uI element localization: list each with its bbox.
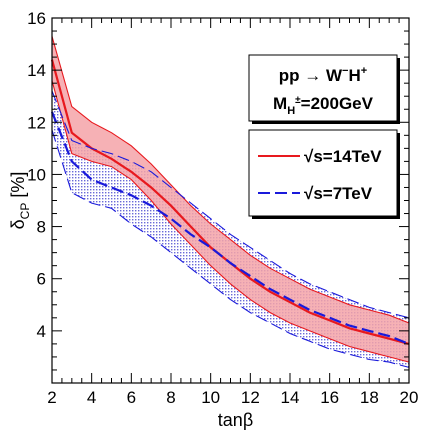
y-tick-label: 12 <box>27 113 46 132</box>
x-tick-label: 18 <box>360 388 379 407</box>
x-tick-label: 2 <box>47 388 56 407</box>
tick-label-layer: 2 4 6 8 10 12 14 16 18 20 4 6 8 10 12 14 16 <box>27 9 418 407</box>
process-box: pp → W−H+ MH±=200GeV <box>248 54 400 124</box>
mass-label: MH±=200GeV <box>273 94 374 117</box>
y-tick-label: 4 <box>37 322 46 341</box>
band-layer <box>52 36 409 368</box>
y-axis-title-main: δ <box>8 219 28 229</box>
x-tick-label: 20 <box>400 388 419 407</box>
x-tick-label: 12 <box>241 388 260 407</box>
line-7tev-upper <box>51 90 410 319</box>
x-tick-label: 4 <box>87 388 96 407</box>
y-tick-label: 16 <box>27 9 46 28</box>
y-tick-label: 10 <box>27 165 46 184</box>
x-tick-label: 8 <box>166 388 175 407</box>
y-axis-title-sub: CP <box>18 203 32 220</box>
legend-label-7tev: √s=7TeV <box>304 184 373 203</box>
legend-label-14tev: √s=14TeV <box>304 147 382 166</box>
process-box-frame <box>248 54 398 122</box>
tick-layer <box>51 17 410 384</box>
y-tick-label: 8 <box>37 218 46 237</box>
line-14tev-upper <box>51 36 410 324</box>
y-axis-title: δCP [%] <box>8 172 32 230</box>
y-tick-label: 6 <box>37 270 46 289</box>
y-tick-label: 14 <box>27 61 46 80</box>
process-label: pp → W−H+ <box>279 65 367 85</box>
legend-frame <box>248 129 398 217</box>
x-tick-label: 10 <box>201 388 220 407</box>
band-14tev <box>52 36 409 363</box>
x-tick-label: 6 <box>127 388 136 407</box>
x-tick-label: 16 <box>320 388 339 407</box>
x-axis-title: tanβ <box>218 410 253 430</box>
y-axis-title-unit: [%] <box>8 172 28 203</box>
line-layer <box>50 36 410 368</box>
line-14tev-lower <box>51 80 410 363</box>
line-7tev-central <box>50 111 410 345</box>
line-7tev-lower <box>51 129 410 368</box>
legend: √s=14TeV √s=7TeV <box>248 129 400 219</box>
x-tick-label: 14 <box>281 388 300 407</box>
